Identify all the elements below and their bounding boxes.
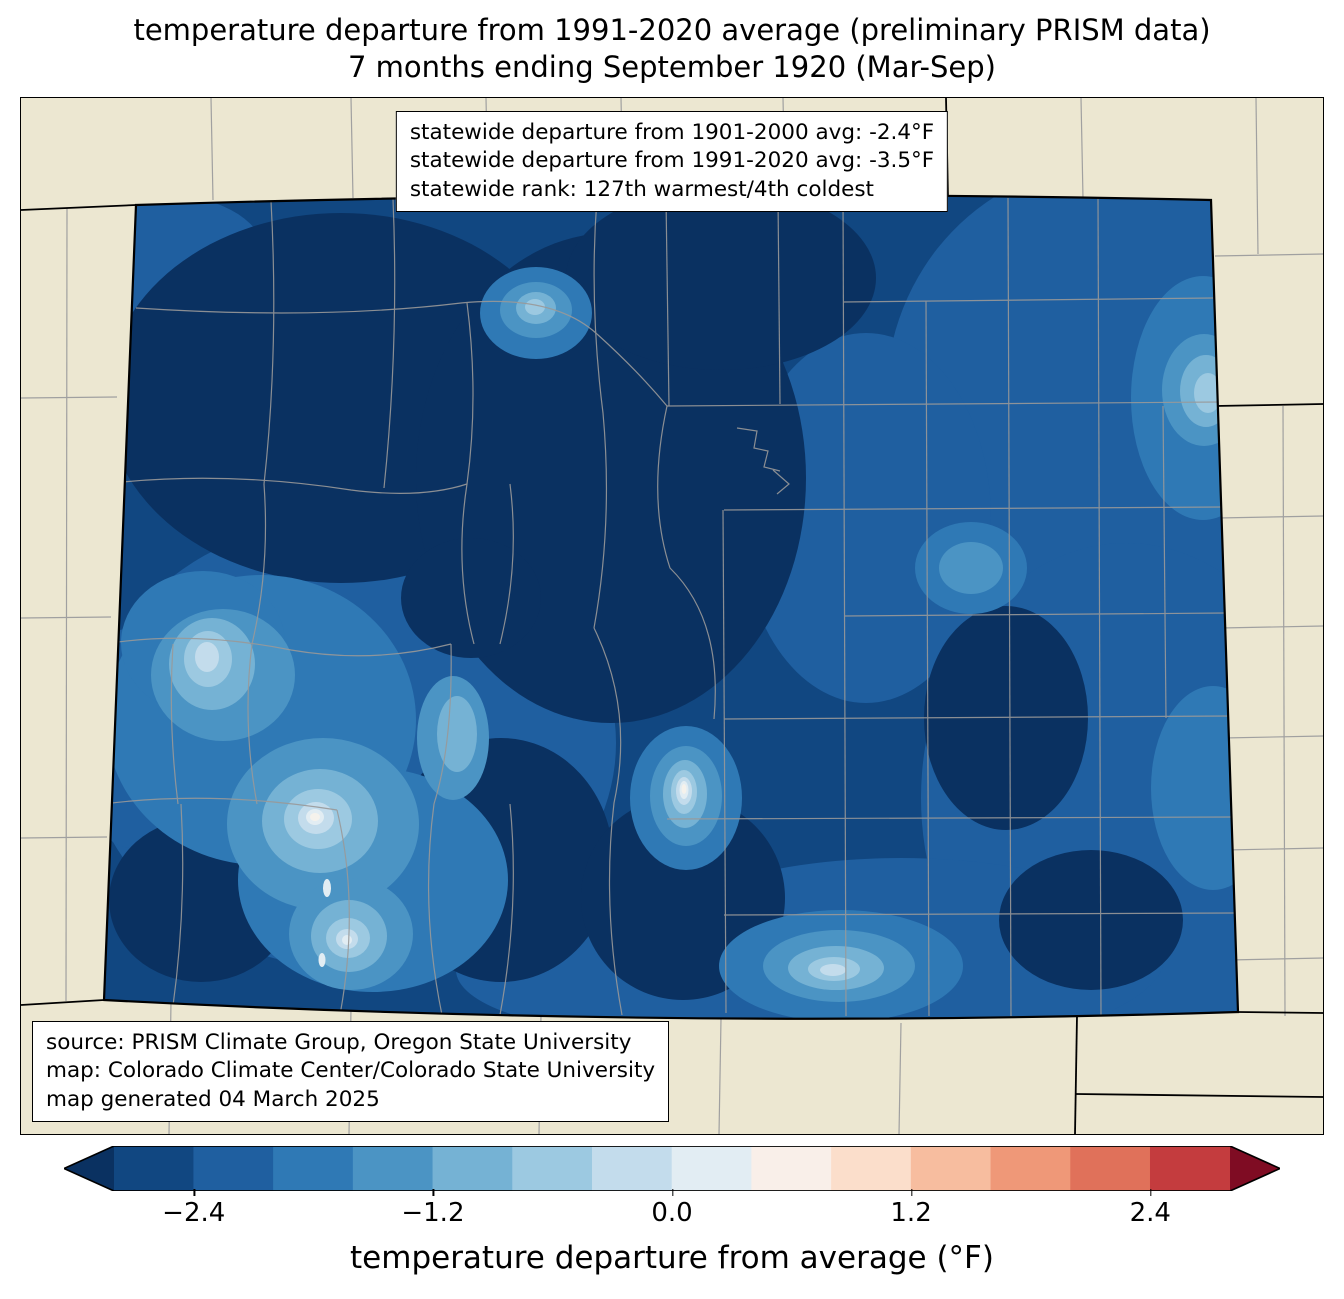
colorbar-right-arrow	[1230, 1146, 1280, 1191]
stats-line-1: statewide departure from 1901-2000 avg: …	[409, 120, 935, 145]
colorbar-label: temperature departure from average (°F)	[350, 1240, 994, 1276]
map-frame: statewide departure from 1901-2000 avg: …	[20, 97, 1324, 1135]
colorbar-ticks: −2.4 −1.2 0.0 1.2 2.4	[64, 1189, 1280, 1234]
contour-level-8	[306, 781, 689, 967]
source-line-2: map: Colorado Climate Center/Colorado St…	[46, 1058, 656, 1084]
colorbar-tick-label: −1.2	[401, 1189, 465, 1228]
colorbar-tick-label: 1.2	[890, 1189, 932, 1228]
stats-line-2: statewide departure from 1991-2020 avg: …	[409, 148, 935, 174]
source-box: source: PRISM Climate Group, Oregon Stat…	[32, 1020, 670, 1122]
source-line-3: map generated 04 March 2025	[46, 1086, 380, 1112]
colorbar-segment	[1070, 1146, 1151, 1191]
contour-level-7	[195, 642, 846, 976]
colorbar-segment	[1149, 1146, 1231, 1191]
colorbar-segment	[352, 1146, 434, 1191]
colorbar-segment	[751, 1146, 832, 1191]
colorbar-segment	[113, 1146, 195, 1191]
colorbar	[64, 1146, 1280, 1191]
source-line-1: source: PRISM Climate Group, Oregon Stat…	[46, 1029, 632, 1055]
county-lines	[104, 197, 1236, 1017]
colorbar-tick-label: 2.4	[1129, 1189, 1171, 1228]
colorbar-segment	[512, 1146, 593, 1191]
colorbar-segment	[671, 1146, 753, 1191]
title-block: temperature departure from 1991-2020 ave…	[0, 12, 1344, 86]
colorbar-segment	[432, 1146, 513, 1191]
page-subtitle: 7 months ending September 1920 (Mar-Sep)	[348, 50, 996, 85]
colorbar-tick-label: −2.4	[162, 1189, 226, 1228]
stats-box: statewide departure from 1901-2000 avg: …	[395, 111, 949, 213]
contour-level-0	[106, 195, 1183, 1000]
colorbar-segment	[910, 1146, 992, 1191]
colorbar-segment	[831, 1146, 912, 1191]
colorado-map	[21, 98, 1323, 1134]
stats-line-3: statewide rank: 127th warmest/4th coldes…	[409, 176, 874, 202]
page-title: temperature departure from 1991-2020 ave…	[133, 13, 1211, 47]
colorbar-tick-label: 0.0	[651, 1189, 693, 1228]
colorbar-segment	[193, 1146, 274, 1191]
colorbar-scale	[64, 1146, 1280, 1191]
colorbar-segment	[591, 1146, 673, 1191]
colorbar-segment	[990, 1146, 1071, 1191]
colorbar-left-arrow	[64, 1146, 114, 1191]
colorbar-segment	[273, 1146, 354, 1191]
contour-fills	[104, 195, 1238, 1019]
